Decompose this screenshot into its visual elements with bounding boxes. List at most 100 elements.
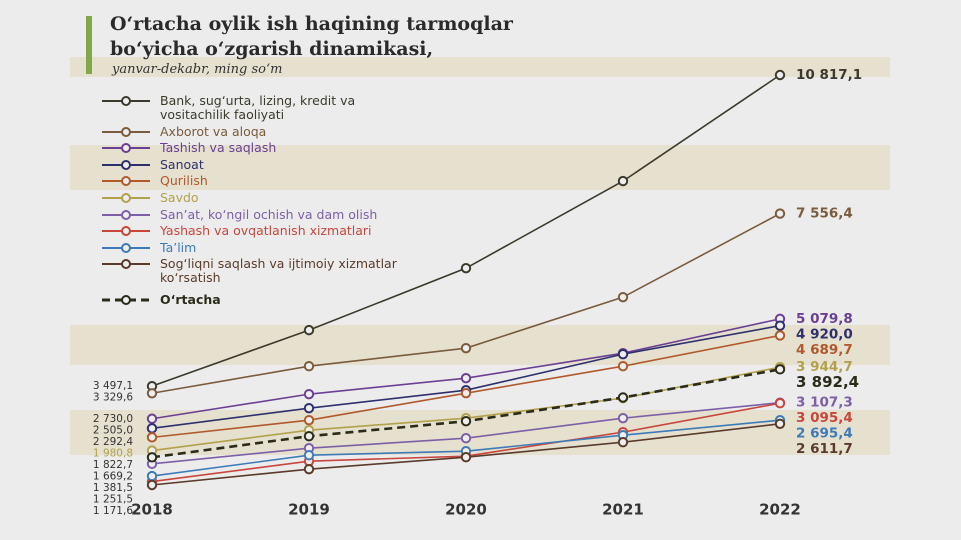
point	[617, 348, 629, 360]
value-label: 2 611,7	[796, 441, 853, 457]
point	[774, 320, 786, 331]
value-label: 10 817,1	[796, 67, 862, 83]
point	[303, 449, 315, 461]
value-label: 1 251,5	[93, 493, 133, 505]
point	[303, 414, 315, 426]
band	[70, 57, 890, 77]
legend-swatch	[102, 159, 150, 170]
point	[460, 432, 472, 444]
point	[774, 418, 786, 429]
chart-subtitle: yanvar-dekabr, ming so‘m	[112, 62, 283, 77]
value-label: 4 689,7	[796, 342, 853, 358]
legend-item: Sog‘liqni saqlash va ijtimoiy xizmatlar …	[100, 257, 440, 285]
legend: Bank, sug‘urta, lizing, kredit va vosita…	[100, 94, 440, 310]
point	[774, 208, 786, 219]
legend-swatch	[102, 259, 150, 270]
value-label: 3 892,4	[796, 373, 859, 391]
point	[146, 470, 158, 482]
legend-item: Ta’lim	[100, 239, 440, 255]
point	[303, 388, 315, 400]
legend-item: San’at, ko‘ngil ochish va dam olish	[100, 206, 440, 222]
legend-item: Yashash va ovqatlanish xizmatlari	[100, 224, 440, 238]
value-label: 3 095,4	[796, 410, 853, 426]
legend-label: Sog‘liqni saqlash va ijtimoiy xizmatlar …	[160, 256, 397, 286]
legend-swatch	[102, 226, 150, 237]
legend-item: Qurilish	[100, 174, 440, 188]
point	[774, 364, 786, 375]
value-label: 1 171,6	[93, 505, 133, 517]
legend-item: Axborot va aloqa	[100, 123, 440, 139]
point	[617, 392, 629, 403]
point	[617, 175, 629, 187]
legend-marker	[121, 226, 131, 237]
value-label: 3 107,3	[796, 395, 853, 411]
x-tick-label: 2022	[759, 501, 801, 519]
value-label: 2 695,4	[796, 426, 853, 442]
point	[460, 415, 472, 427]
point	[146, 423, 158, 434]
point	[460, 262, 472, 274]
legend-item: Savdo	[100, 189, 440, 205]
legend-label: Ta’lim	[160, 239, 197, 255]
legend-swatch	[102, 96, 150, 106]
point	[146, 432, 158, 443]
legend-label: Savdo	[160, 189, 199, 205]
value-label: 2 730,0	[93, 413, 133, 425]
point	[460, 372, 472, 384]
value-label: 3 329,6	[93, 392, 133, 404]
legend-swatch	[102, 192, 150, 203]
point	[146, 452, 158, 463]
point	[617, 360, 629, 372]
value-label: 1 669,2	[93, 470, 133, 482]
point	[303, 324, 315, 336]
value-label: 3 497,1	[93, 380, 133, 392]
band	[70, 410, 890, 455]
accent-bar	[86, 16, 92, 74]
value-label: 3 944,7	[796, 359, 853, 375]
legend-label: San’at, ko‘ngil ochish va dam olish	[160, 206, 378, 222]
point	[303, 463, 315, 475]
point	[146, 388, 158, 399]
point	[460, 451, 472, 463]
legend-swatch	[102, 209, 150, 220]
point	[774, 69, 786, 81]
legend-label: Sanoat	[160, 156, 204, 172]
point	[774, 398, 786, 409]
x-tick-label: 2020	[445, 501, 487, 519]
legend-swatch	[102, 126, 150, 137]
value-label: 1 822,7	[93, 459, 133, 471]
legend-label: Axborot va aloqa	[160, 123, 267, 139]
legend-label: Yashash va ovqatlanish xizmatlari	[160, 223, 372, 239]
point	[460, 342, 472, 354]
point	[774, 330, 786, 341]
legend-label: O‘rtacha	[160, 292, 221, 308]
point	[617, 412, 629, 424]
point	[617, 436, 629, 448]
legend-marker	[121, 209, 131, 220]
legend-label: Qurilish	[160, 173, 208, 189]
value-label: 5 079,8	[796, 311, 853, 327]
point	[146, 479, 158, 491]
x-tick-label: 2019	[288, 501, 330, 519]
legend-marker	[121, 192, 131, 203]
legend-marker	[121, 96, 131, 106]
point	[303, 360, 315, 372]
value-label: 1 381,5	[93, 482, 133, 494]
value-label: 1 980,8	[93, 447, 133, 459]
band	[70, 325, 890, 365]
point	[617, 291, 629, 303]
value-label: 4 920,0	[796, 326, 853, 342]
value-label: 7 556,4	[796, 206, 853, 222]
legend-marker	[121, 259, 131, 270]
x-tick-label: 2021	[602, 501, 644, 519]
legend-item: Sanoat	[100, 156, 440, 172]
legend-marker	[121, 176, 131, 187]
legend-swatch	[102, 176, 150, 187]
value-label: 2 292,4	[93, 436, 133, 448]
legend-item: Bank, sug‘urta, lizing, kredit va vosita…	[100, 94, 440, 122]
legend-marker	[121, 242, 131, 253]
legend-marker	[121, 159, 131, 170]
legend-swatch	[102, 242, 150, 253]
legend-swatch	[102, 143, 150, 154]
